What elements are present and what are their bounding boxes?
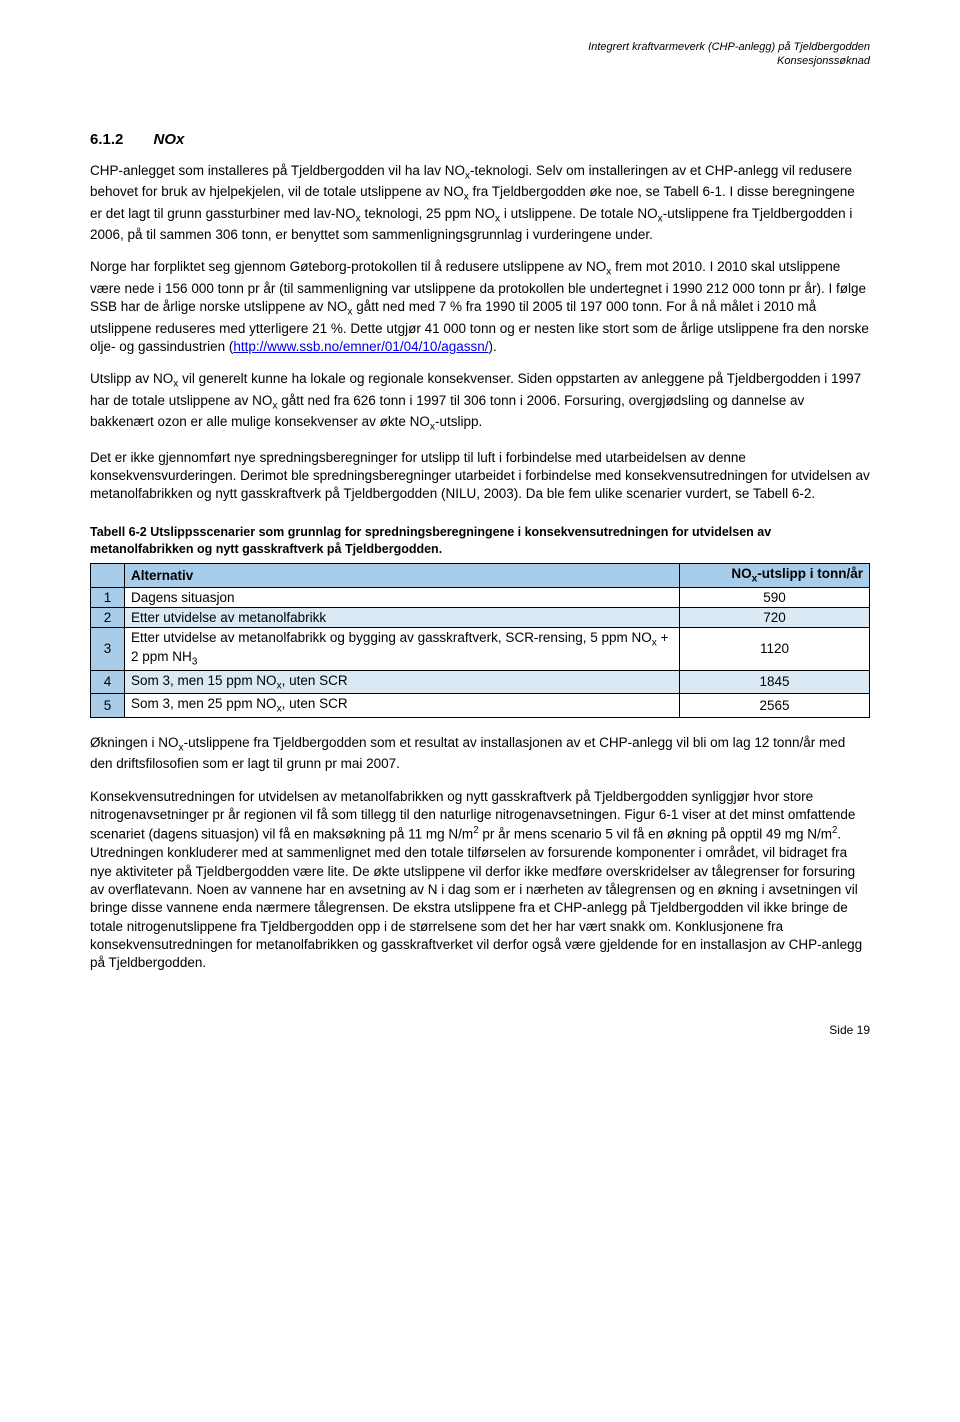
row-value: 590	[680, 588, 870, 608]
table-row: 2 Etter utvidelse av metanolfabrikk 720	[91, 608, 870, 628]
paragraph-5: Økningen i NOx-utslippene fra Tjeldbergo…	[90, 734, 870, 774]
row-number: 2	[91, 608, 125, 628]
table-row: 4 Som 3, men 15 ppm NOx, uten SCR 1845	[91, 670, 870, 694]
row-number: 5	[91, 694, 125, 718]
row-alt: Som 3, men 15 ppm NOx, uten SCR	[125, 670, 680, 694]
table-row: 5 Som 3, men 25 ppm NOx, uten SCR 2565	[91, 694, 870, 718]
row-number: 1	[91, 588, 125, 608]
table-header-row: Alternativ NOx-utslipp i tonn/år	[91, 564, 870, 588]
paragraph-6: Konsekvensutredningen for utvidelsen av …	[90, 788, 870, 973]
row-value: 720	[680, 608, 870, 628]
row-alt: Som 3, men 25 ppm NOx, uten SCR	[125, 694, 680, 718]
section-heading: 6.1.2 NOx	[90, 131, 870, 148]
row-alt: Dagens situasjon	[125, 588, 680, 608]
ssb-link[interactable]: http://www.ssb.no/emner/01/04/10/agassn/	[233, 339, 488, 354]
row-value: 2565	[680, 694, 870, 718]
page-header: Integrert kraftvarmeverk (CHP-anlegg) på…	[90, 40, 870, 69]
emissions-table: Alternativ NOx-utslipp i tonn/år 1 Dagen…	[90, 563, 870, 717]
row-alt: Etter utvidelse av metanolfabrikk og byg…	[125, 628, 680, 670]
paragraph-4: Det er ikke gjennomført nye spredningsbe…	[90, 449, 870, 504]
row-value: 1120	[680, 628, 870, 670]
row-alt: Etter utvidelse av metanolfabrikk	[125, 608, 680, 628]
header-line2: Konsesjonssøknad	[777, 55, 870, 67]
section-number: 6.1.2	[90, 131, 123, 148]
table-header-alternativ: Alternativ	[125, 564, 680, 588]
paragraph-3: Utslipp av NOx vil generelt kunne ha lok…	[90, 370, 870, 434]
header-line1: Integrert kraftvarmeverk (CHP-anlegg) på…	[588, 41, 870, 53]
table-header-blank	[91, 564, 125, 588]
paragraph-2: Norge har forpliktet seg gjennom Gøtebor…	[90, 258, 870, 356]
row-number: 4	[91, 670, 125, 694]
table-row: 1 Dagens situasjon 590	[91, 588, 870, 608]
table-row: 3 Etter utvidelse av metanolfabrikk og b…	[91, 628, 870, 670]
page-footer: Side 19	[90, 1023, 870, 1037]
row-value: 1845	[680, 670, 870, 694]
paragraph-1: CHP-anlegget som installeres på Tjeldber…	[90, 162, 870, 245]
table-header-utslipp: NOx-utslipp i tonn/år	[680, 564, 870, 588]
table-caption: Tabell 6-2 Utslippsscenarier som grunnla…	[90, 524, 870, 558]
section-title: NOx	[154, 131, 185, 148]
row-number: 3	[91, 628, 125, 670]
